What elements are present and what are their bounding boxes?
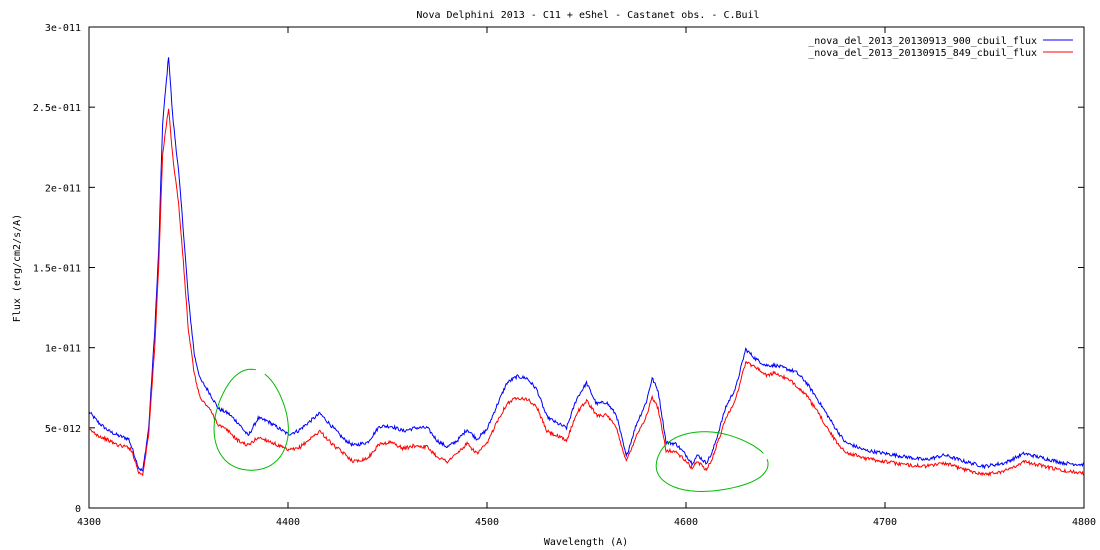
y-tick-label: 2e-011 bbox=[45, 183, 81, 194]
x-tick-label: 4600 bbox=[674, 517, 698, 528]
series-line-1 bbox=[88, 57, 1085, 472]
legend: _nova_del_2013_20130913_900_cbuil_flux_n… bbox=[808, 36, 1073, 59]
legend-label: _nova_del_2013_20130913_900_cbuil_flux bbox=[808, 36, 1037, 47]
y-tick-label: 5e-012 bbox=[45, 424, 81, 435]
annotation-circle-1 bbox=[213, 368, 289, 471]
y-tick-label: 3e-011 bbox=[45, 23, 81, 34]
y-tick-label: 2.5e-011 bbox=[33, 103, 81, 114]
x-axis-label: Wavelength (A) bbox=[544, 537, 628, 548]
axes: 4300 4400 4500 4600 4700 4800 0 5e-012 1e-011 1.5… bbox=[33, 23, 1096, 528]
x-tick-label: 4500 bbox=[475, 517, 499, 528]
plot-frame bbox=[88, 26, 1085, 509]
y-axis-label: Flux (erg/cm2/s/A) bbox=[12, 214, 23, 322]
x-tick-label: 4400 bbox=[276, 517, 300, 528]
x-tick-label: 4800 bbox=[1072, 517, 1096, 528]
series-layer bbox=[88, 57, 1085, 477]
y-tick-label: 1e-011 bbox=[45, 344, 81, 355]
annotation-layer bbox=[213, 368, 769, 493]
x-tick-label: 4700 bbox=[873, 517, 897, 528]
legend-label: _nova_del_2013_20130915_849_cbuil_flux bbox=[808, 48, 1037, 59]
annotation-circle-2 bbox=[655, 431, 769, 493]
x-tick-label: 4300 bbox=[77, 517, 101, 528]
series-line-2 bbox=[88, 108, 1085, 477]
chart-title: Nova Delphini 2013 - C11 + eShel - Casta… bbox=[416, 10, 759, 21]
y-tick-label: 1.5e-011 bbox=[33, 264, 81, 275]
y-tick-label: 0 bbox=[75, 504, 81, 515]
